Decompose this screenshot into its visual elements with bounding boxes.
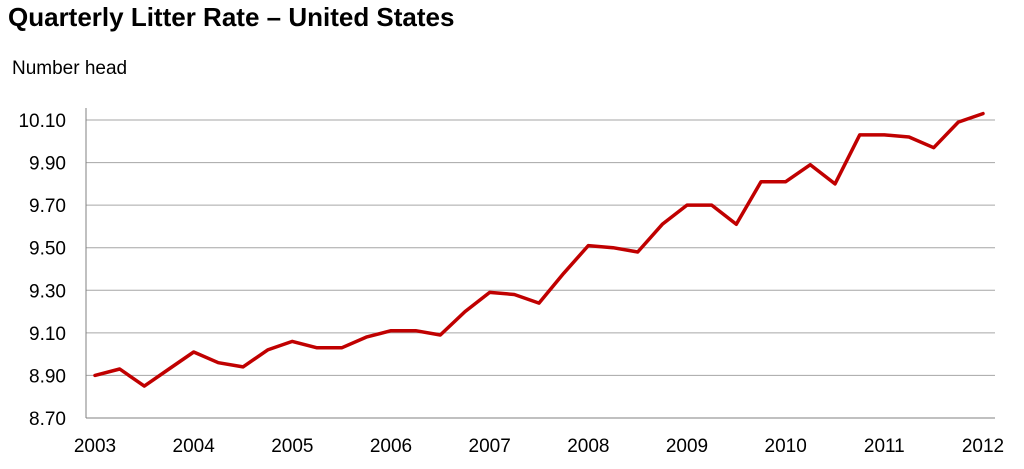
x-tick-label: 2003 <box>74 436 116 457</box>
x-tick-label: 2005 <box>271 436 313 457</box>
x-tick-label: 2011 <box>864 436 905 457</box>
x-tick-label: 2004 <box>173 436 216 457</box>
gridlines <box>86 119 995 376</box>
x-tick-label: 2012 <box>962 436 1004 457</box>
x-tick-label: 2006 <box>370 436 412 457</box>
y-tick-label: 9.50 <box>29 239 66 260</box>
axes <box>85 108 995 419</box>
x-tick-label: 2007 <box>469 436 511 457</box>
x-tick-label: 2010 <box>765 436 807 457</box>
series-group <box>93 111 985 388</box>
y-axis-label: Number head <box>12 58 128 79</box>
chart-title: Quarterly Litter Rate – United States <box>8 2 455 32</box>
y-tick-label: 9.10 <box>29 324 66 345</box>
x-tick-labels: 2003 2004 2005 2006 2007 2008 2009 2010 2011 2012 <box>74 436 1004 457</box>
y-tick-label: 9.90 <box>29 154 66 175</box>
y-tick-label: 8.90 <box>29 366 66 387</box>
x-tick-label: 2008 <box>567 436 609 457</box>
y-tick-label: 9.70 <box>29 196 66 217</box>
y-tick-label: 8.70 <box>29 409 66 430</box>
y-tick-label: 10.10 <box>18 111 66 132</box>
y-tick-label: 9.30 <box>29 281 66 302</box>
y-tick-labels: 8.70 8.90 9.10 9.30 9.50 9.70 9.90 10.10 <box>18 111 66 430</box>
x-tick-label: 2009 <box>666 436 708 457</box>
series-line <box>93 111 985 388</box>
